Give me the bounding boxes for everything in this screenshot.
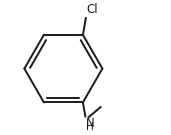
Text: Cl: Cl bbox=[87, 3, 98, 16]
Text: H: H bbox=[86, 122, 94, 132]
Text: N: N bbox=[86, 117, 95, 130]
